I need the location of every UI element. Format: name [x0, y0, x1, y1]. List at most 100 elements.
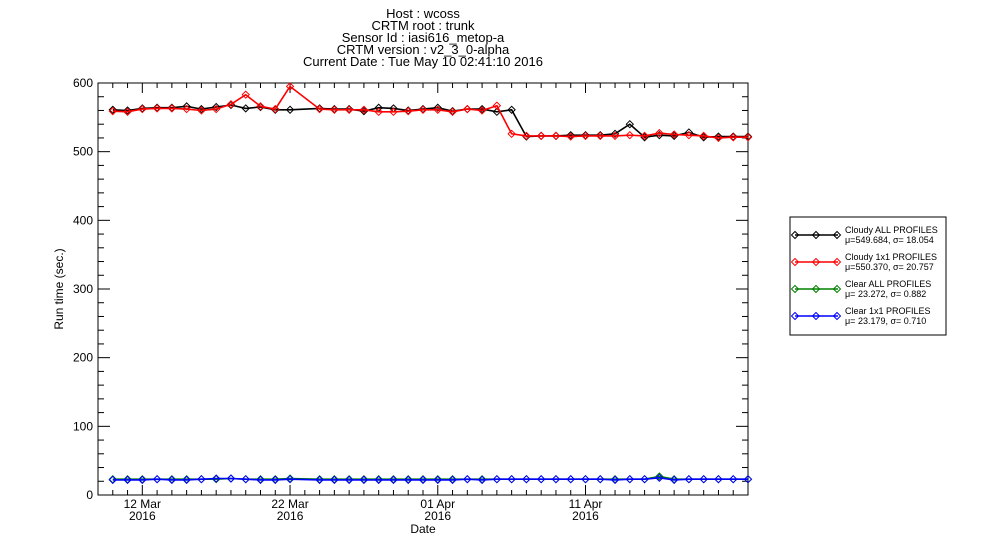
x-tick-label: 2016 — [572, 509, 599, 523]
data-point — [743, 474, 753, 484]
data-point — [197, 474, 206, 484]
data-point — [344, 475, 354, 485]
data-point — [655, 472, 664, 481]
data-point — [566, 132, 575, 141]
y-tick-label: 300 — [73, 282, 93, 296]
data-point — [167, 475, 177, 485]
data-point — [477, 106, 487, 115]
legend-series-name: Clear 1x1 PROFILES — [845, 306, 931, 316]
data-point — [241, 474, 250, 484]
series-line — [112, 476, 748, 481]
data-point — [418, 475, 428, 485]
data-point — [197, 106, 206, 115]
y-tick-label: 200 — [73, 351, 93, 365]
data-point — [536, 474, 546, 484]
y-tick-label: 500 — [73, 145, 93, 159]
data-point — [359, 475, 369, 485]
y-tick-label: 0 — [86, 488, 93, 502]
data-point — [669, 130, 679, 139]
legend-series-stats: μ=549.684, σ= 18.054 — [845, 235, 934, 245]
data-point — [551, 131, 561, 141]
data-point — [596, 131, 605, 141]
data-point — [477, 475, 487, 485]
data-point — [507, 129, 516, 139]
data-point — [551, 474, 561, 484]
title-line: Host : wcoss — [386, 6, 460, 21]
data-point — [477, 104, 487, 114]
data-point — [108, 106, 117, 116]
data-point — [138, 475, 147, 485]
title-line: Current Date : Tue May 10 02:41:10 2016 — [303, 54, 543, 69]
series-group — [108, 82, 753, 485]
data-point — [389, 475, 398, 485]
y-tick-label: 600 — [73, 76, 93, 90]
data-point — [197, 104, 206, 114]
legend-swatch-marker — [832, 257, 842, 267]
series-line — [112, 104, 748, 139]
data-point — [404, 106, 413, 116]
data-point — [714, 132, 723, 141]
legend-swatch-marker — [811, 230, 821, 240]
legend-swatch-marker — [811, 257, 821, 267]
legend-swatch-marker — [790, 311, 800, 321]
data-point — [522, 474, 531, 484]
data-point — [655, 128, 664, 138]
data-point — [256, 102, 265, 111]
data-point — [684, 130, 694, 140]
series-2 — [108, 82, 753, 143]
data-point — [669, 475, 679, 485]
x-tick-label: 01 Apr — [420, 497, 455, 511]
data-point — [211, 474, 221, 483]
x-axis-label: Date — [410, 522, 436, 536]
data-point — [566, 130, 575, 140]
data-point — [315, 104, 324, 114]
plot-frame — [97, 82, 749, 496]
data-point — [256, 475, 265, 485]
series-line — [112, 85, 748, 139]
data-point — [152, 104, 162, 113]
data-point — [285, 105, 295, 114]
x-tick-label: 12 Mar — [124, 497, 161, 511]
legend-swatch-marker — [790, 257, 800, 267]
series-4 — [108, 473, 753, 485]
legend-swatch-marker — [811, 284, 821, 294]
data-point — [610, 475, 620, 485]
data-point — [404, 475, 413, 485]
title-line: CRTM version : v2_3_0-alpha — [337, 42, 510, 57]
data-point — [522, 131, 531, 141]
data-point — [108, 105, 117, 114]
data-point — [448, 107, 457, 117]
data-point — [610, 129, 620, 139]
data-point — [182, 104, 191, 114]
data-point — [123, 107, 132, 117]
y-axis-label: Run time (sec.) — [52, 248, 66, 329]
data-point — [743, 133, 753, 142]
legend-series-name: Cloudy ALL PROFILES — [845, 225, 938, 235]
data-point — [285, 474, 295, 484]
title-line: Sensor Id : iasi616_metop-a — [342, 30, 505, 45]
legend-swatch-marker — [832, 284, 842, 294]
data-point — [211, 102, 221, 112]
data-point — [315, 475, 324, 485]
data-point — [344, 105, 354, 114]
data-point — [108, 475, 117, 485]
minor-ticks — [98, 83, 748, 495]
series-1 — [108, 100, 753, 142]
data-point — [271, 104, 280, 114]
data-point — [330, 105, 339, 114]
data-point — [729, 474, 738, 484]
data-point — [241, 90, 250, 99]
data-point — [152, 474, 162, 484]
data-point — [211, 104, 221, 114]
legend-swatch-marker — [832, 311, 842, 321]
legend-swatch-marker — [790, 284, 800, 294]
x-tick-label: 2016 — [277, 509, 304, 523]
legend-swatch-marker — [832, 230, 842, 240]
data-point — [374, 475, 383, 485]
x-tick-label: 11 Apr — [569, 497, 603, 511]
